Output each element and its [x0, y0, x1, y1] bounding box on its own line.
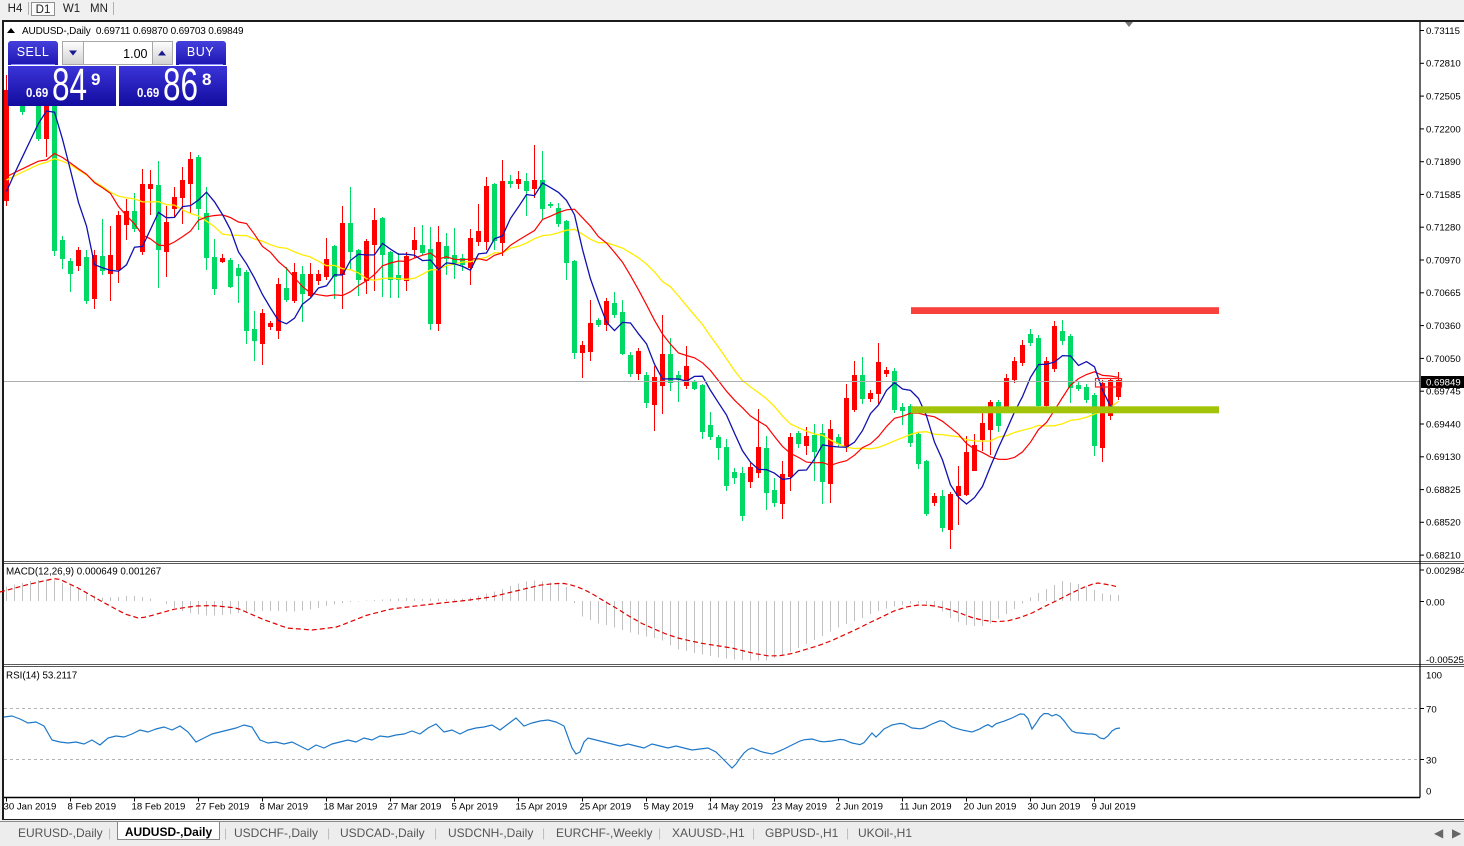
- svg-text:0.69745: 0.69745: [1426, 387, 1461, 398]
- svg-text:0.70050: 0.70050: [1426, 354, 1461, 365]
- svg-text:0.71280: 0.71280: [1426, 223, 1461, 234]
- svg-text:RSI(14) 53.2117: RSI(14) 53.2117: [6, 671, 77, 682]
- svg-text:0.002984: 0.002984: [1426, 566, 1464, 577]
- svg-text:27 Mar 2019: 27 Mar 2019: [388, 802, 442, 813]
- svg-text:0.68520: 0.68520: [1426, 518, 1461, 529]
- svg-text:0.68210: 0.68210: [1426, 551, 1461, 562]
- svg-text:0.00: 0.00: [1426, 597, 1445, 608]
- svg-text:30 Jan 2019: 30 Jan 2019: [4, 802, 57, 813]
- svg-text:0.72505: 0.72505: [1426, 92, 1461, 103]
- svg-text:11 Jun 2019: 11 Jun 2019: [900, 802, 952, 813]
- svg-text:15 Apr 2019: 15 Apr 2019: [516, 802, 568, 813]
- svg-text:9 Jul 2019: 9 Jul 2019: [1092, 802, 1136, 813]
- svg-text:0.70665: 0.70665: [1426, 288, 1461, 299]
- svg-text:0.70970: 0.70970: [1426, 255, 1461, 266]
- svg-text:30: 30: [1426, 755, 1437, 766]
- svg-text:0.71585: 0.71585: [1426, 190, 1461, 201]
- svg-text:2 Jun 2019: 2 Jun 2019: [836, 802, 883, 813]
- svg-text:100: 100: [1426, 670, 1442, 681]
- svg-text:18 Mar 2019: 18 Mar 2019: [324, 802, 378, 813]
- svg-text:0.73115: 0.73115: [1426, 26, 1460, 37]
- svg-text:0.72810: 0.72810: [1426, 59, 1461, 70]
- svg-text:18 Feb 2019: 18 Feb 2019: [132, 802, 186, 813]
- svg-text:-0.005256: -0.005256: [1426, 655, 1464, 666]
- svg-text:27 Feb 2019: 27 Feb 2019: [196, 802, 250, 813]
- svg-text:5 Apr 2019: 5 Apr 2019: [452, 802, 498, 813]
- svg-text:0.71890: 0.71890: [1426, 157, 1461, 168]
- svg-text:0.69440: 0.69440: [1426, 419, 1461, 430]
- svg-text:0.72200: 0.72200: [1426, 124, 1461, 135]
- svg-text:70: 70: [1426, 704, 1437, 715]
- svg-text:14 May 2019: 14 May 2019: [708, 802, 763, 813]
- svg-text:8 Mar 2019: 8 Mar 2019: [260, 802, 309, 813]
- svg-text:23 May 2019: 23 May 2019: [772, 802, 827, 813]
- svg-text:0.70360: 0.70360: [1426, 321, 1461, 332]
- svg-text:30 Jun 2019: 30 Jun 2019: [1028, 802, 1081, 813]
- svg-text:5 May 2019: 5 May 2019: [644, 802, 694, 813]
- svg-text:0.69130: 0.69130: [1426, 452, 1461, 463]
- svg-text:25 Apr 2019: 25 Apr 2019: [580, 802, 632, 813]
- svg-text:0: 0: [1426, 786, 1431, 797]
- svg-text:0.68825: 0.68825: [1426, 485, 1461, 496]
- svg-text:0.69849: 0.69849: [1426, 378, 1461, 389]
- svg-text:20 Jun 2019: 20 Jun 2019: [964, 802, 1017, 813]
- svg-text:MACD(12,26,9) 0.000649 0.00126: MACD(12,26,9) 0.000649 0.001267: [6, 567, 161, 578]
- svg-text:8 Feb 2019: 8 Feb 2019: [68, 802, 117, 813]
